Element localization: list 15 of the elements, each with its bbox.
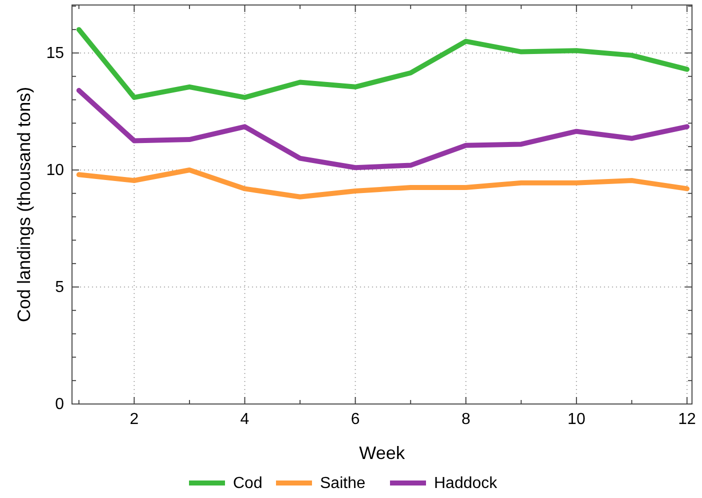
y-tick-label: 10 (46, 162, 64, 179)
y-tick-label: 5 (55, 278, 64, 296)
x-tick-label: 10 (568, 411, 586, 428)
x-tick-label: 12 (678, 411, 696, 428)
legend-label: Saithe (320, 475, 366, 492)
x-tick-label: 2 (130, 411, 139, 428)
y-axis-title: Cod landings (thousand tons) (14, 86, 34, 322)
y-tick-label: 15 (46, 44, 64, 62)
x-tick-label: 4 (240, 411, 250, 428)
x-tick-label: 6 (350, 411, 360, 428)
y-tick-label: 0 (55, 396, 64, 413)
legend-label: Haddock (434, 475, 498, 492)
legend-label: Cod (233, 475, 262, 492)
x-tick-label: 8 (461, 411, 470, 428)
x-axis-title: Week (359, 443, 406, 463)
